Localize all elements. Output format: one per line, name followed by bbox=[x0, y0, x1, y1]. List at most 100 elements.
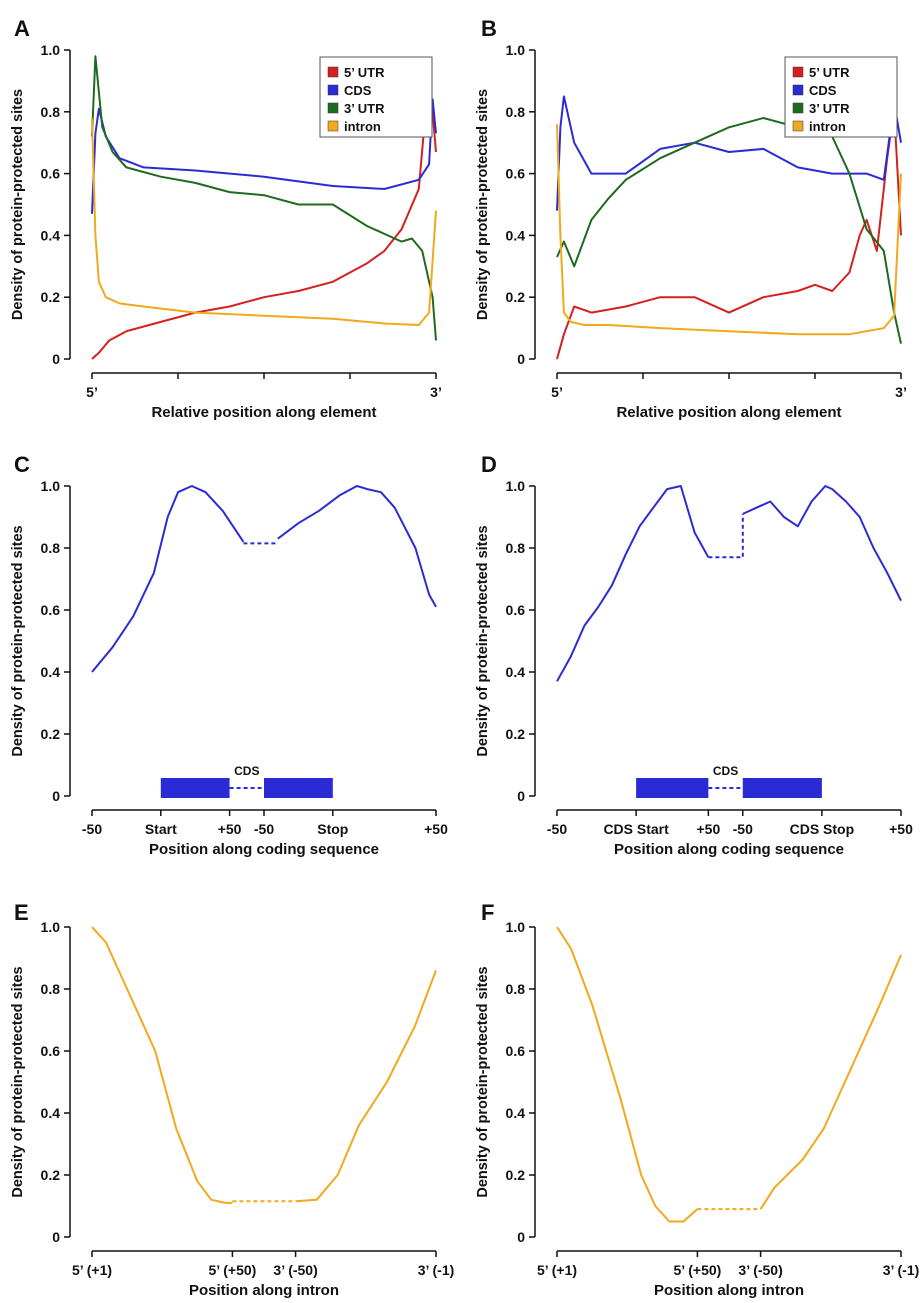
chart-panel-f: F 0 0.2 0.4 0.6 0.8 1.0 Density of protein-prot… bbox=[475, 900, 919, 1299]
y-tick-label: 0.2 bbox=[506, 1167, 526, 1183]
x-axis-label: Position along intron bbox=[189, 1282, 339, 1299]
y-tick-label: 0.2 bbox=[41, 289, 61, 305]
legend-box bbox=[319, 56, 433, 138]
y-tick-label: 1.0 bbox=[506, 478, 526, 494]
panel-letter: C bbox=[14, 452, 30, 477]
y-tick-label: 0.2 bbox=[41, 1167, 61, 1183]
y-tick-label: 0.8 bbox=[41, 540, 61, 556]
panel-letter: E bbox=[14, 900, 29, 925]
y-tick-label: 0.4 bbox=[506, 664, 526, 680]
y-tick-label: 0.6 bbox=[41, 166, 61, 182]
x-tick-label: 3’ (-50) bbox=[273, 1262, 317, 1278]
panel-letter: D bbox=[481, 452, 497, 477]
legend-swatch bbox=[792, 84, 804, 96]
panel-letter: F bbox=[481, 900, 494, 925]
legend-swatch bbox=[792, 102, 804, 114]
cds-stop-block bbox=[264, 778, 333, 798]
x-tick-label: 5’ bbox=[86, 384, 98, 400]
legend-entry: 5’ UTR bbox=[344, 65, 385, 80]
x-tick-label: 3’ (-1) bbox=[418, 1262, 455, 1278]
x-axis-label: Relative position along element bbox=[151, 404, 376, 421]
x-tick-label: 5’ bbox=[551, 384, 563, 400]
series-segment bbox=[91, 926, 233, 1204]
y-tick-label: 0.6 bbox=[506, 602, 526, 618]
series-segment bbox=[91, 485, 245, 673]
x-tick-label: -50 bbox=[547, 821, 567, 837]
x-tick-label: +50 bbox=[889, 821, 913, 837]
y-tick-label: 0.8 bbox=[506, 104, 526, 120]
x-tick-label: 3’ (-1) bbox=[883, 1262, 920, 1278]
x-tick-label: Start bbox=[145, 821, 177, 837]
legend-swatch bbox=[792, 120, 804, 132]
x-axis-label: Position along coding sequence bbox=[149, 841, 379, 858]
y-tick-label: 0 bbox=[517, 1229, 525, 1245]
x-tick-label: +50 bbox=[696, 821, 720, 837]
series-line-cds bbox=[556, 95, 902, 211]
series-segment bbox=[759, 954, 902, 1210]
legend-entry: intron bbox=[809, 119, 846, 134]
series-line-intron bbox=[556, 124, 902, 336]
series-line-intron bbox=[91, 117, 437, 326]
legend-swatch bbox=[327, 120, 339, 132]
x-tick-label: +50 bbox=[218, 821, 242, 837]
legend-entry: intron bbox=[344, 119, 381, 134]
y-tick-label: 0.8 bbox=[506, 981, 526, 997]
gene-model-label: CDS bbox=[713, 764, 738, 778]
cds-start-block bbox=[636, 778, 709, 798]
series-segment-dashed bbox=[708, 513, 744, 559]
legend-swatch bbox=[327, 66, 339, 78]
y-axis-label: Density of protein-protected sites bbox=[10, 525, 26, 756]
cds-start-block bbox=[160, 778, 230, 798]
panel-letter: B bbox=[481, 16, 497, 41]
legend-entry: CDS bbox=[809, 83, 837, 98]
chart-panel-a: A 0 0.2 0.4 0.6 0.8 1.0 Density of protein-prot… bbox=[10, 16, 442, 421]
x-tick-label: 3’ bbox=[895, 384, 907, 400]
series-segment bbox=[556, 485, 710, 682]
gene-model-label: CDS bbox=[234, 764, 259, 778]
legend-entry: 5’ UTR bbox=[809, 65, 850, 80]
series-segment bbox=[277, 485, 437, 608]
y-tick-label: 0 bbox=[52, 351, 60, 367]
x-tick-label: +50 bbox=[424, 821, 448, 837]
series-segment bbox=[556, 926, 699, 1223]
x-tick-label: 5’ (+50) bbox=[208, 1262, 256, 1278]
chart-panel-d: D 0 0.2 0.4 0.6 0.8 1.0 Density of protein-prot… bbox=[475, 452, 913, 858]
y-tick-label: 1.0 bbox=[41, 478, 61, 494]
x-tick-label: 5’ (+1) bbox=[72, 1262, 112, 1278]
y-tick-label: 0.6 bbox=[506, 166, 526, 182]
chart-panel-e: E 0 0.2 0.4 0.6 0.8 1.0 Density of protein-prot… bbox=[10, 900, 454, 1299]
y-tick-label: 0.2 bbox=[506, 289, 526, 305]
x-axis-label: Position along coding sequence bbox=[614, 841, 844, 858]
y-tick-label: 0.4 bbox=[41, 664, 61, 680]
y-tick-label: 0.4 bbox=[506, 227, 526, 243]
legend-entry: 3’ UTR bbox=[344, 101, 385, 116]
chart-panel-b: B 0 0.2 0.4 0.6 0.8 1.0 Density of protein-prot… bbox=[475, 16, 907, 421]
x-axis-label: Position along intron bbox=[654, 1282, 804, 1299]
y-tick-label: 0 bbox=[52, 1229, 60, 1245]
panel-letter: A bbox=[14, 16, 30, 41]
y-axis-label: Density of protein-protected sites bbox=[475, 966, 491, 1197]
legend-swatch bbox=[327, 84, 339, 96]
y-tick-label: 0.8 bbox=[41, 981, 61, 997]
series-line-utr5 bbox=[91, 70, 437, 360]
y-tick-label: 1.0 bbox=[506, 42, 526, 58]
x-tick-label: -50 bbox=[82, 821, 102, 837]
y-tick-label: 1.0 bbox=[41, 42, 61, 58]
y-tick-label: 0.8 bbox=[41, 104, 61, 120]
x-tick-label: CDS Stop bbox=[790, 821, 855, 837]
y-tick-label: 0 bbox=[52, 788, 60, 804]
y-tick-label: 1.0 bbox=[41, 919, 61, 935]
x-tick-label: CDS Start bbox=[603, 821, 669, 837]
y-tick-label: 0.2 bbox=[41, 726, 61, 742]
y-tick-label: 0.6 bbox=[506, 1043, 526, 1059]
cds-stop-block bbox=[742, 778, 822, 798]
y-tick-label: 0.8 bbox=[506, 540, 526, 556]
y-tick-label: 0 bbox=[517, 788, 525, 804]
legend-entry: CDS bbox=[344, 83, 372, 98]
legend-swatch bbox=[792, 66, 804, 78]
y-axis-label: Density of protein-protected sites bbox=[475, 89, 491, 320]
y-tick-label: 0.6 bbox=[41, 1043, 61, 1059]
series-line-utr3 bbox=[556, 117, 902, 344]
series-segment bbox=[295, 970, 437, 1203]
